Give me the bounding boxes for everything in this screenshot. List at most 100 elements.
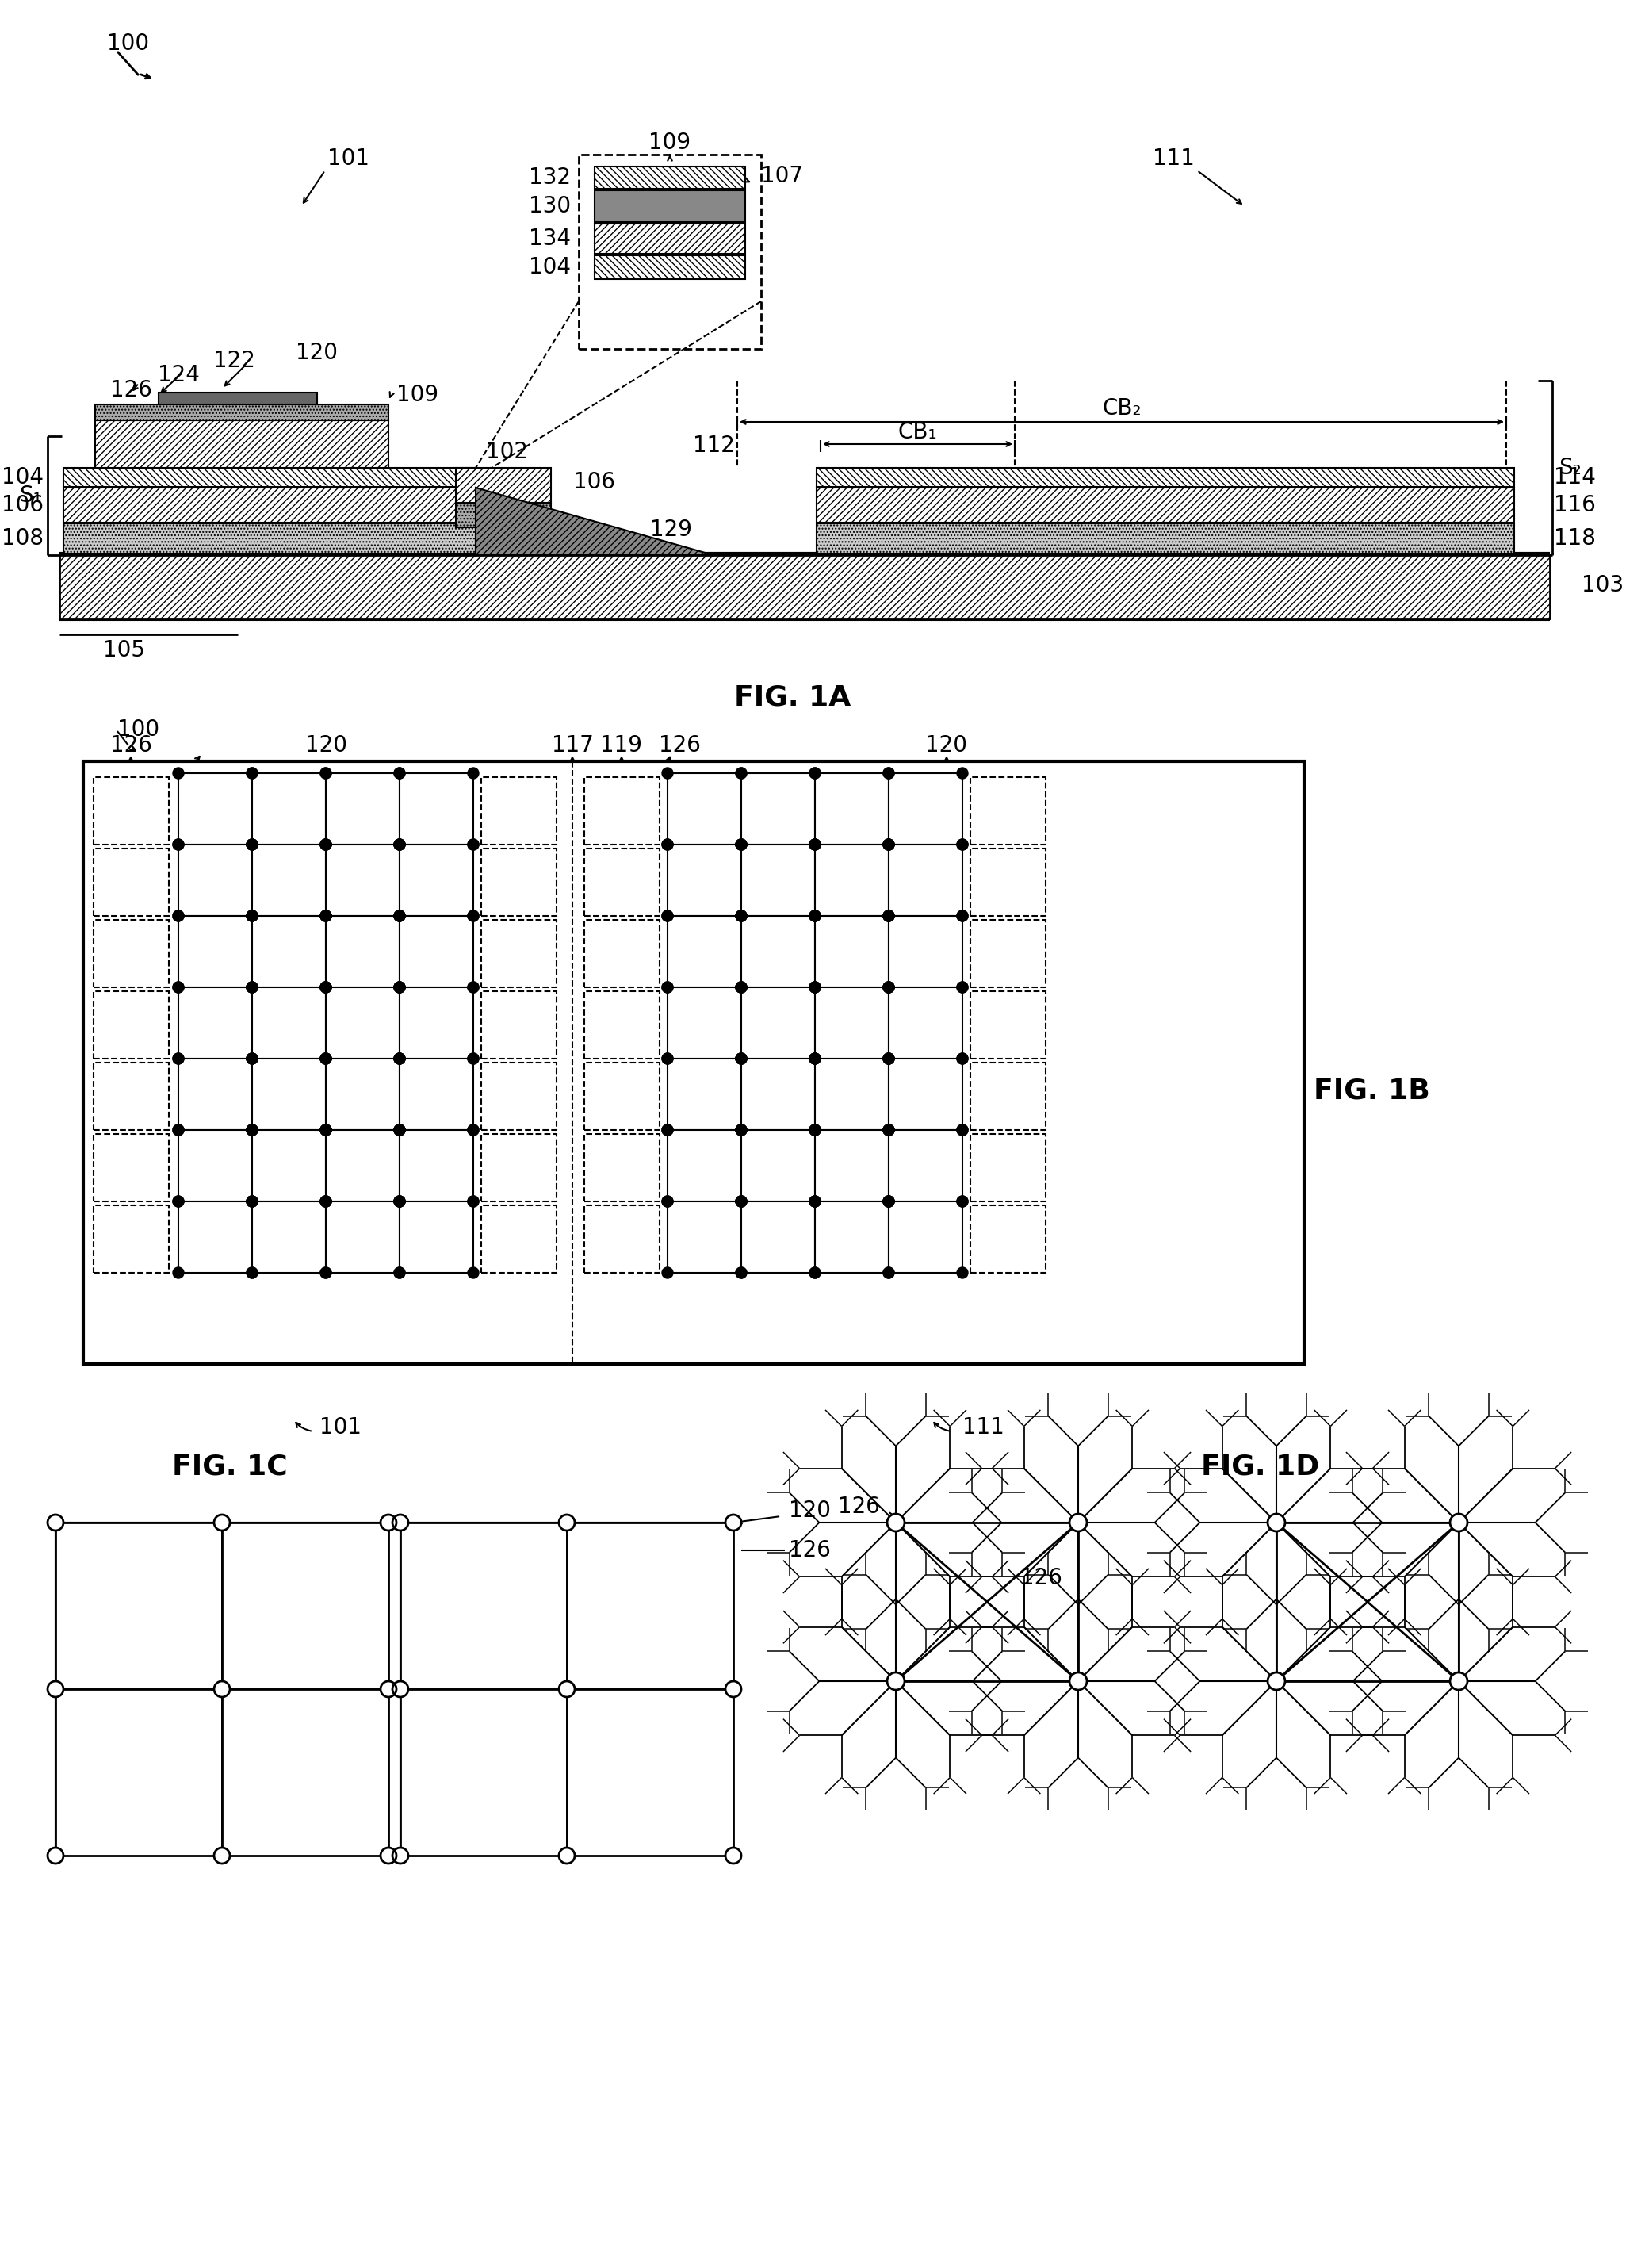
Circle shape xyxy=(883,1195,895,1207)
Bar xyxy=(888,916,962,987)
Circle shape xyxy=(321,982,331,993)
Circle shape xyxy=(247,1125,258,1136)
Circle shape xyxy=(247,909,258,921)
Bar xyxy=(178,1129,252,1202)
Circle shape xyxy=(173,767,184,778)
Bar xyxy=(482,848,556,916)
Text: 102: 102 xyxy=(487,440,528,463)
Circle shape xyxy=(467,839,479,850)
Circle shape xyxy=(321,1125,331,1136)
Circle shape xyxy=(661,1052,673,1064)
Circle shape xyxy=(735,767,747,778)
Circle shape xyxy=(247,839,258,850)
Bar xyxy=(971,921,1046,987)
Circle shape xyxy=(467,839,479,850)
Bar xyxy=(888,1059,962,1129)
Circle shape xyxy=(395,839,405,850)
Circle shape xyxy=(887,1672,905,1690)
Circle shape xyxy=(883,839,895,850)
Circle shape xyxy=(321,767,331,778)
Circle shape xyxy=(661,1125,673,1136)
Bar xyxy=(668,987,742,1059)
Text: 120: 120 xyxy=(304,735,347,758)
Bar xyxy=(971,1064,1046,1129)
Bar xyxy=(222,1690,388,1855)
Bar xyxy=(482,1204,556,1272)
Circle shape xyxy=(395,909,405,921)
Circle shape xyxy=(809,982,821,993)
Circle shape xyxy=(321,1268,331,1279)
Circle shape xyxy=(883,767,895,778)
Bar xyxy=(482,778,556,844)
Bar xyxy=(456,503,551,528)
Circle shape xyxy=(809,1052,821,1064)
Bar xyxy=(64,524,475,553)
Circle shape xyxy=(735,1268,747,1279)
Circle shape xyxy=(661,1195,673,1207)
Circle shape xyxy=(321,1195,331,1207)
Circle shape xyxy=(48,1848,64,1864)
Bar xyxy=(326,1129,400,1202)
Circle shape xyxy=(957,1125,967,1136)
Circle shape xyxy=(395,909,405,921)
Circle shape xyxy=(395,1052,405,1064)
Circle shape xyxy=(395,767,405,778)
Circle shape xyxy=(393,1681,408,1696)
Circle shape xyxy=(395,1195,405,1207)
Circle shape xyxy=(735,1268,747,1279)
Circle shape xyxy=(214,1515,230,1531)
Circle shape xyxy=(247,982,258,993)
Circle shape xyxy=(1268,1672,1285,1690)
Bar xyxy=(95,404,388,420)
Bar xyxy=(400,1522,568,1690)
Circle shape xyxy=(1449,1672,1467,1690)
Bar xyxy=(326,916,400,987)
Bar xyxy=(400,1059,474,1129)
Bar xyxy=(222,1522,388,1690)
Bar xyxy=(584,921,660,987)
Circle shape xyxy=(725,1848,742,1864)
Circle shape xyxy=(173,1052,184,1064)
Text: FIG. 1C: FIG. 1C xyxy=(173,1454,288,1481)
Circle shape xyxy=(809,1268,821,1279)
Bar xyxy=(95,420,388,467)
Circle shape xyxy=(247,1052,258,1064)
Text: 118: 118 xyxy=(1555,528,1596,549)
Text: 109: 109 xyxy=(648,132,691,154)
Circle shape xyxy=(321,909,331,921)
Circle shape xyxy=(661,982,673,993)
Circle shape xyxy=(735,909,747,921)
Circle shape xyxy=(883,839,895,850)
Circle shape xyxy=(247,1125,258,1136)
Circle shape xyxy=(809,1125,821,1136)
Circle shape xyxy=(395,1268,405,1279)
Circle shape xyxy=(809,1195,821,1207)
Circle shape xyxy=(321,1125,331,1136)
Circle shape xyxy=(883,982,895,993)
Circle shape xyxy=(883,839,895,850)
Bar xyxy=(668,1202,742,1272)
Circle shape xyxy=(957,767,967,778)
Circle shape xyxy=(1069,1513,1087,1531)
Circle shape xyxy=(247,1268,258,1279)
Circle shape xyxy=(321,1052,331,1064)
Circle shape xyxy=(247,1195,258,1207)
Bar xyxy=(326,1202,400,1272)
Circle shape xyxy=(380,1848,396,1864)
Circle shape xyxy=(393,1848,408,1864)
Text: 129: 129 xyxy=(650,519,693,540)
Bar xyxy=(816,467,1513,488)
Circle shape xyxy=(467,909,479,921)
Bar xyxy=(579,154,762,349)
Circle shape xyxy=(735,1195,747,1207)
Circle shape xyxy=(395,909,405,921)
Circle shape xyxy=(661,982,673,993)
Circle shape xyxy=(735,1125,747,1136)
Bar xyxy=(400,1202,474,1272)
Circle shape xyxy=(395,1268,405,1279)
Bar xyxy=(816,524,1513,553)
Circle shape xyxy=(735,982,747,993)
Circle shape xyxy=(395,1125,405,1136)
Circle shape xyxy=(467,1052,479,1064)
Circle shape xyxy=(883,909,895,921)
